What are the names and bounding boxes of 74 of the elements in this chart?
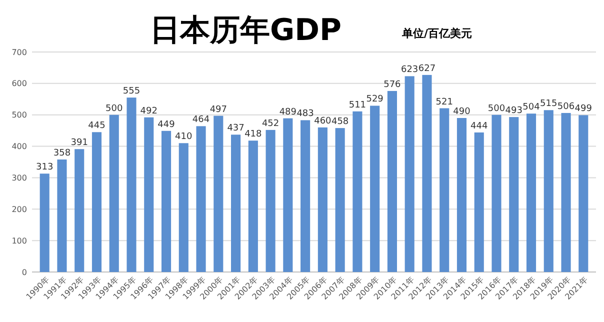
bar [126, 98, 136, 272]
bar [544, 110, 554, 272]
chart-subtitle: 单位/百亿美元 [401, 27, 472, 40]
data-label: 452 [262, 118, 280, 129]
data-label: 313 [36, 162, 54, 173]
bar [300, 120, 310, 272]
bar [266, 130, 276, 272]
y-tick-label: 0 [22, 268, 27, 277]
data-label: 410 [175, 132, 193, 142]
data-label: 460 [314, 116, 332, 126]
y-tick-label: 500 [12, 110, 27, 120]
data-label: 627 [418, 64, 436, 74]
data-label: 489 [279, 107, 297, 118]
data-label: 358 [53, 148, 71, 158]
bar [370, 106, 380, 272]
y-tick-label: 600 [12, 79, 27, 88]
bar [196, 126, 206, 272]
bar [492, 114, 502, 272]
data-label: 464 [192, 115, 210, 126]
data-label: 504 [522, 102, 540, 113]
data-label: 391 [70, 138, 88, 148]
bar [561, 112, 571, 272]
data-label: 458 [331, 117, 349, 128]
data-label: 506 [557, 102, 575, 112]
data-label: 576 [384, 80, 402, 90]
bar [161, 130, 172, 272]
data-label: 521 [436, 97, 453, 108]
data-label: 444 [470, 121, 488, 132]
bar [248, 140, 258, 272]
y-tick-label: 100 [12, 236, 27, 246]
bar [57, 159, 67, 272]
bar [214, 116, 224, 272]
data-label: 529 [366, 94, 384, 105]
data-label: 555 [122, 86, 140, 97]
bar [440, 108, 450, 272]
bar [109, 114, 119, 272]
bar [74, 149, 84, 272]
bar [231, 134, 241, 272]
data-label: 449 [158, 120, 176, 130]
data-label: 497 [210, 104, 227, 115]
bar [474, 132, 484, 272]
y-tick-label: 200 [12, 204, 27, 214]
data-label: 490 [453, 107, 471, 117]
bar [92, 132, 102, 272]
bar [526, 114, 536, 272]
bar [387, 90, 397, 272]
data-label: 492 [140, 106, 158, 116]
bar [178, 143, 188, 272]
data-label: 500 [488, 104, 506, 114]
data-label: 515 [540, 99, 558, 110]
data-label: 499 [574, 104, 592, 114]
chart-title: 日本历年GDP [150, 13, 342, 48]
data-label: 623 [401, 65, 418, 76]
bar [335, 128, 345, 272]
bar [283, 118, 293, 272]
bar [578, 115, 588, 272]
bar [422, 74, 432, 272]
y-tick-label: 400 [12, 142, 27, 152]
data-label: 437 [227, 124, 244, 134]
data-label: 445 [88, 121, 106, 132]
data-label: 511 [348, 100, 366, 110]
bar [404, 76, 414, 272]
data-label: 493 [505, 106, 522, 116]
bar [352, 111, 362, 272]
y-tick-label: 700 [12, 48, 27, 57]
bar [509, 117, 519, 272]
bar [144, 117, 154, 272]
y-tick-label: 300 [12, 174, 27, 183]
bar [40, 174, 50, 272]
bar [318, 127, 328, 272]
data-label: 483 [296, 109, 314, 120]
data-label: 500 [106, 104, 123, 114]
bar [456, 118, 467, 272]
data-label: 418 [244, 130, 262, 140]
